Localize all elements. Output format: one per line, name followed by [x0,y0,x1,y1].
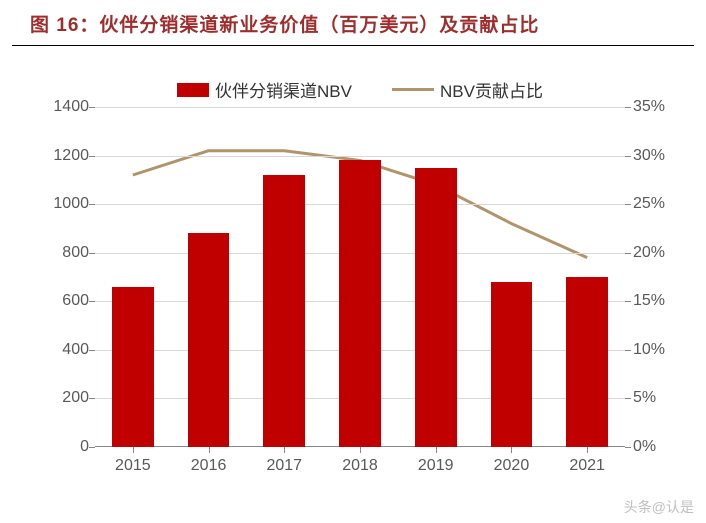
y-left-tick [89,301,95,302]
legend-line-label: NBV贡献占比 [440,77,543,102]
legend-item-line: NBV贡献占比 [392,77,543,102]
x-tick [133,447,134,453]
y-right-tick-label: 30% [625,147,665,165]
legend: 伙伴分销渠道NBV NBV贡献占比 [40,77,680,102]
bar [263,175,305,447]
x-tick [209,447,210,453]
y-right-tick-label: 25% [625,195,665,213]
gridline [95,156,625,157]
y-right-tick [625,156,631,157]
y-right-tick-label: 20% [625,244,665,262]
bar [415,168,457,447]
y-right-tick [625,107,631,108]
y-right-tick [625,253,631,254]
x-tick [360,447,361,453]
chart-title-bar: 图 16：伙伴分销渠道新业务价值（百万美元）及贡献占比 [12,0,694,46]
x-tick [587,447,588,453]
legend-swatch-bar [177,83,209,97]
chart-title: 图 16：伙伴分销渠道新业务价值（百万美元）及贡献占比 [30,15,539,36]
y-left-tick [89,253,95,254]
bar [491,282,533,447]
y-left-tick [89,350,95,351]
legend-bar-label: 伙伴分销渠道NBV [215,77,352,102]
x-tick [284,447,285,453]
y-left-tick [89,204,95,205]
y-right-tick [625,398,631,399]
legend-swatch-line [392,88,434,91]
y-left-tick [89,398,95,399]
plot-region: 02004006008001000120014000%5%10%15%20%25… [95,107,625,447]
y-right-tick [625,350,631,351]
gridline [95,107,625,108]
legend-item-bar: 伙伴分销渠道NBV [177,77,352,102]
x-tick [436,447,437,453]
y-right-tick-label: 35% [625,98,665,116]
y-left-tick [89,447,95,448]
x-tick [511,447,512,453]
y-right-tick [625,301,631,302]
bar [566,277,608,447]
y-right-tick-label: 10% [625,341,665,359]
y-right-tick [625,204,631,205]
bar [339,160,381,447]
y-right-tick-label: 15% [625,292,665,310]
y-right-tick [625,447,631,448]
bar [112,287,154,447]
bar [188,233,230,447]
y-left-tick [89,156,95,157]
chart-area: 伙伴分销渠道NBV NBV贡献占比 0200400600800100012001… [40,65,680,505]
watermark: 头条@认是 [624,497,694,517]
y-left-tick [89,107,95,108]
